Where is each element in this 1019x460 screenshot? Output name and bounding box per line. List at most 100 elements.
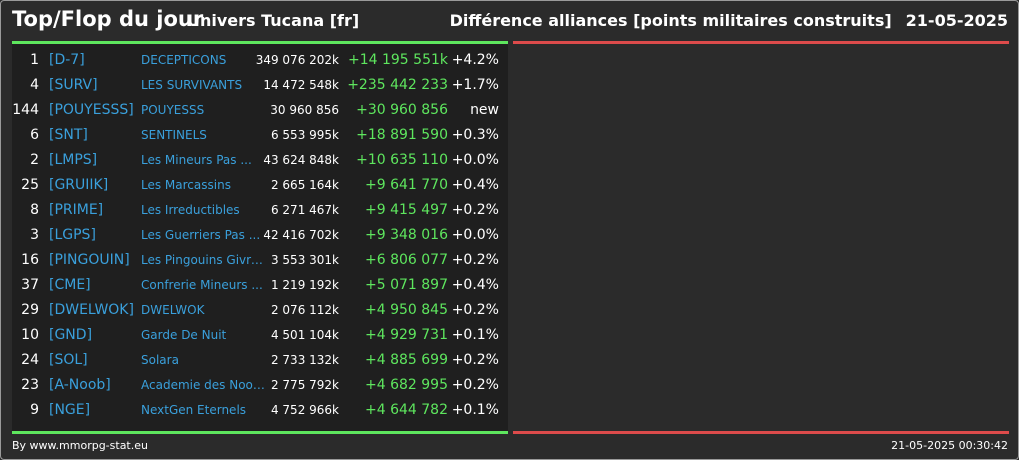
alliance-total: 3 553 301k: [270, 253, 339, 267]
alliance-rank: 29: [21, 302, 39, 318]
ranking-title: Différence alliances [points militaires …: [450, 11, 1008, 30]
alliance-total: 42 416 702k: [263, 228, 339, 242]
alliance-tag[interactable]: [SURV]: [49, 77, 98, 93]
alliance-diff: +4 885 699: [365, 352, 448, 368]
top-panel-divider: [12, 41, 508, 44]
alliance-tag[interactable]: [GRUIIK]: [49, 177, 109, 193]
alliance-percent: +0.2%: [451, 202, 499, 218]
flop-panel-divider: [513, 41, 1009, 44]
alliance-tag[interactable]: [DWELWOK]: [49, 302, 134, 318]
alliance-diff: +235 442 233: [347, 77, 448, 93]
generated-timestamp: 21-05-2025 00:30:42: [891, 439, 1008, 452]
alliance-rank: 9: [30, 402, 39, 418]
alliance-rank: 8: [30, 202, 39, 218]
alliance-diff: +4 682 995: [365, 377, 448, 393]
alliance-rank: 1: [30, 52, 39, 68]
list-item[interactable]: 3 [LGPS] Les Guerriers Pas ... 42 416 702k +…: [12, 223, 508, 248]
alliance-percent: +0.3%: [451, 127, 499, 143]
alliance-name[interactable]: Confrerie Mineurs ...: [141, 278, 263, 292]
alliance-diff: +14 195 551k: [348, 52, 448, 68]
list-item[interactable]: 24 [SOL] Solara 2 733 132k +4 885 699 +0.2%: [12, 348, 508, 373]
alliance-percent: +0.2%: [451, 377, 499, 393]
alliance-total: 2 733 132k: [270, 353, 339, 367]
alliance-tag[interactable]: [LMPS]: [49, 152, 98, 168]
alliance-name[interactable]: Les Guerriers Pas ...: [141, 228, 261, 242]
alliance-diff: +4 950 845: [365, 302, 448, 318]
alliance-diff: +5 071 897: [365, 277, 448, 293]
alliance-name[interactable]: LES SURVIVANTS: [141, 78, 243, 92]
alliance-tag[interactable]: [CME]: [49, 277, 91, 293]
list-item[interactable]: 2 [LMPS] Les Mineurs Pas ... 43 624 848k +10…: [12, 148, 508, 173]
list-item[interactable]: 29 [DWELWOK] DWELWOK 2 076 112k +4 950 845 +0…: [12, 298, 508, 323]
alliance-name[interactable]: Solara: [141, 353, 179, 367]
alliance-percent: +0.2%: [451, 252, 499, 268]
alliance-total: 4 501 104k: [270, 328, 339, 342]
list-item[interactable]: 16 [PINGOUIN] Les Pingouins Givre... 3 553 …: [12, 248, 508, 273]
universe-label: Univers Tucana [fr]: [187, 11, 360, 30]
alliance-percent: +0.4%: [451, 177, 499, 193]
list-item[interactable]: 23 [A-Noob] Academie des Noob... 2 775 792k…: [12, 373, 508, 398]
list-item[interactable]: 8 [PRIME] Les Irreductibles 6 271 467k +9 41…: [12, 198, 508, 223]
alliance-rank: 3: [30, 227, 39, 243]
list-item[interactable]: 9 [NGE] NextGen Eternels 4 752 966k +4 644 7…: [12, 398, 508, 423]
alliance-total: 349 076 202k: [255, 53, 339, 67]
list-item[interactable]: 37 [CME] Confrerie Mineurs ... 1 219 192k +5…: [12, 273, 508, 298]
alliance-tag[interactable]: [NGE]: [49, 402, 91, 418]
alliance-percent: +0.0%: [451, 152, 499, 168]
alliance-total: 1 219 192k: [270, 278, 339, 292]
source-credit[interactable]: By www.mmorpg-stat.eu: [12, 439, 148, 452]
list-item[interactable]: 144 [POUYESSS] POUYESSS 30 960 856 +30 960 8…: [12, 98, 508, 123]
list-item[interactable]: 4 [SURV] LES SURVIVANTS 14 472 548k +235 442…: [12, 73, 508, 98]
alliance-rank: 4: [30, 77, 39, 93]
alliance-percent: +1.7%: [451, 77, 499, 93]
alliance-rank: 144: [12, 102, 39, 118]
alliance-tag[interactable]: [GND]: [49, 327, 93, 343]
alliance-percent: +0.4%: [451, 277, 499, 293]
alliance-name[interactable]: Les Mineurs Pas ...: [141, 153, 252, 167]
alliance-diff: +9 348 016: [365, 227, 448, 243]
page-title: Top/Flop du jour: [12, 7, 204, 31]
alliance-name[interactable]: Les Marcassins: [141, 178, 231, 192]
alliance-tag[interactable]: [SNT]: [49, 127, 88, 143]
flop-panel-bottom-divider: [513, 431, 1009, 434]
flop-panel: [513, 44, 1009, 431]
alliance-diff: +4 644 782: [365, 402, 448, 418]
alliance-rank: 6: [30, 127, 39, 143]
alliance-name[interactable]: Les Pingouins Givre...: [141, 253, 267, 267]
alliance-tag[interactable]: [PRIME]: [49, 202, 104, 218]
alliance-name[interactable]: DWELWOK: [141, 303, 205, 317]
alliance-percent: +4.2%: [451, 52, 499, 68]
alliance-tag[interactable]: [LGPS]: [49, 227, 96, 243]
alliance-percent: +0.2%: [451, 302, 499, 318]
alliance-percent: +0.1%: [451, 327, 499, 343]
alliance-name[interactable]: NextGen Eternels: [141, 403, 247, 417]
alliance-tag[interactable]: [A-Noob]: [49, 377, 111, 393]
list-item[interactable]: 1 [D-7] DECEPTICONS 349 076 202k +14 195 551…: [12, 48, 508, 73]
alliance-total: 6 553 995k: [270, 128, 339, 142]
alliance-name[interactable]: Academie des Noob...: [141, 378, 267, 392]
alliance-percent: new: [470, 102, 499, 118]
alliance-diff: +18 891 590: [356, 127, 448, 143]
alliance-tag[interactable]: [PINGOUIN]: [49, 252, 130, 268]
alliance-name[interactable]: Garde De Nuit: [141, 328, 227, 342]
alliance-rank: 24: [21, 352, 39, 368]
alliance-tag[interactable]: [SOL]: [49, 352, 88, 368]
alliance-name[interactable]: POUYESSS: [141, 103, 205, 117]
alliance-rank: 2: [30, 152, 39, 168]
alliance-diff: +10 635 110: [356, 152, 448, 168]
alliance-tag[interactable]: [POUYESSS]: [49, 102, 134, 118]
alliance-total: 14 472 548k: [263, 78, 339, 92]
list-item[interactable]: 25 [GRUIIK] Les Marcassins 2 665 164k +9 641…: [12, 173, 508, 198]
alliance-total: 2 775 792k: [270, 378, 339, 392]
alliance-total: 30 960 856: [270, 103, 339, 117]
ranking-description: Différence alliances [points militaires …: [449, 11, 892, 30]
list-item[interactable]: 10 [GND] Garde De Nuit 4 501 104k +4 929 731…: [12, 323, 508, 348]
list-item[interactable]: 6 [SNT] SENTINELS 6 553 995k +18 891 590 +0.3…: [12, 123, 508, 148]
alliance-total: 2 076 112k: [270, 303, 339, 317]
alliance-diff: +30 960 856: [356, 102, 448, 118]
alliance-tag[interactable]: [D-7]: [49, 52, 85, 68]
alliance-name[interactable]: SENTINELS: [141, 128, 207, 142]
alliance-diff: +4 929 731: [365, 327, 448, 343]
alliance-name[interactable]: Les Irreductibles: [141, 203, 240, 217]
alliance-name[interactable]: DECEPTICONS: [141, 53, 227, 67]
